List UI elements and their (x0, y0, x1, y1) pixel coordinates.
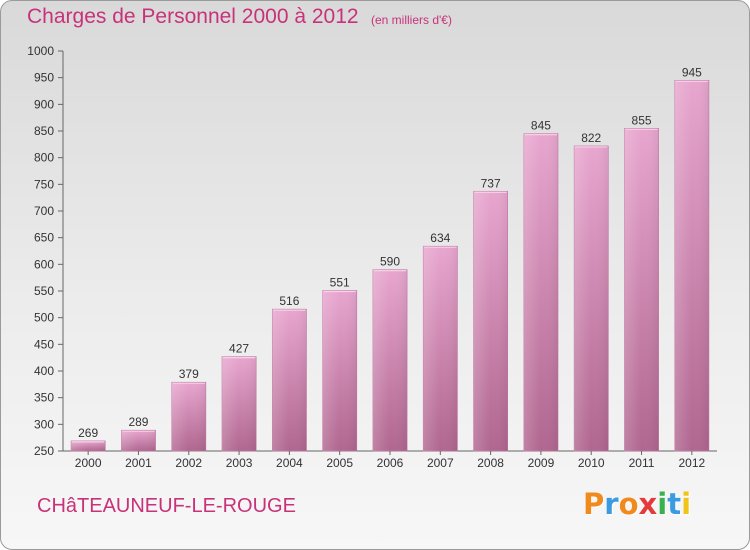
x-tick-label: 2002 (175, 456, 202, 470)
logo-letter: t (667, 487, 682, 521)
chart-title: Charges de Personnel 2000 à 2012 (27, 5, 359, 28)
x-tick-label: 2000 (75, 456, 102, 470)
logo-letter: o (618, 487, 639, 521)
bar-shade (272, 309, 307, 451)
x-tick-label: 2006 (377, 456, 404, 470)
y-tick-label: 750 (34, 177, 54, 191)
x-tick-label: 2007 (427, 456, 454, 470)
y-tick-label: 800 (34, 151, 54, 165)
bar-shade (473, 191, 508, 451)
y-tick-label: 600 (34, 257, 54, 271)
x-tick-label: 2005 (326, 456, 353, 470)
x-tick-label: 2004 (276, 456, 303, 470)
proxiti-logo: Proxiti (583, 487, 691, 521)
y-tick-label: 550 (34, 284, 54, 298)
y-tick-label: 300 (34, 417, 54, 431)
logo-letter: i (681, 487, 692, 521)
bar-shade (624, 128, 659, 451)
logo-letter: x (638, 487, 658, 521)
data-label: 269 (78, 426, 98, 440)
x-tick-label: 2012 (678, 456, 705, 470)
data-label: 737 (481, 176, 501, 190)
data-label: 845 (531, 119, 551, 133)
bar-shade (574, 145, 609, 451)
data-label: 822 (581, 131, 601, 145)
data-label: 516 (279, 294, 299, 308)
data-label: 634 (430, 231, 450, 245)
bar-shade (171, 382, 206, 451)
x-tick-label: 2008 (477, 456, 504, 470)
logo-letter: r (604, 487, 619, 521)
bar-shade (423, 246, 458, 451)
town-name: CHâTEAUNEUF-LE-ROUGE (37, 495, 296, 517)
data-label: 855 (632, 113, 652, 127)
bar-shade (372, 269, 408, 451)
bar-shade (674, 80, 709, 451)
y-tick-label: 900 (34, 97, 54, 111)
y-tick-label: 450 (34, 337, 54, 351)
logo-letter: P (583, 487, 605, 521)
x-tick-label: 2010 (578, 456, 605, 470)
y-tick-label: 850 (34, 124, 54, 138)
bar-shade (71, 440, 106, 451)
bar-shade (121, 430, 156, 451)
y-tick-label: 950 (34, 71, 54, 85)
chart-subtitle: (en milliers d'€) (371, 13, 452, 27)
bar-shade (322, 290, 357, 451)
bar-shade (523, 133, 559, 451)
data-label: 590 (380, 255, 400, 269)
data-label: 551 (330, 275, 350, 289)
x-tick-label: 2001 (125, 456, 152, 470)
logo-letter: i (657, 487, 668, 521)
bar-shade (221, 356, 257, 451)
x-tick-label: 2003 (226, 456, 253, 470)
y-tick-label: 250 (34, 444, 54, 458)
data-label: 289 (128, 415, 148, 429)
y-tick-label: 650 (34, 231, 54, 245)
x-tick-label: 2011 (629, 456, 655, 470)
y-tick-label: 500 (34, 311, 54, 325)
x-tick-label: 2009 (528, 456, 555, 470)
y-tick-label: 700 (34, 204, 54, 218)
data-label: 945 (682, 65, 702, 79)
data-label: 379 (179, 367, 199, 381)
y-tick-label: 350 (34, 391, 54, 405)
y-tick-label: 1000 (27, 44, 54, 58)
data-label: 427 (229, 342, 249, 356)
y-tick-label: 400 (34, 364, 54, 378)
